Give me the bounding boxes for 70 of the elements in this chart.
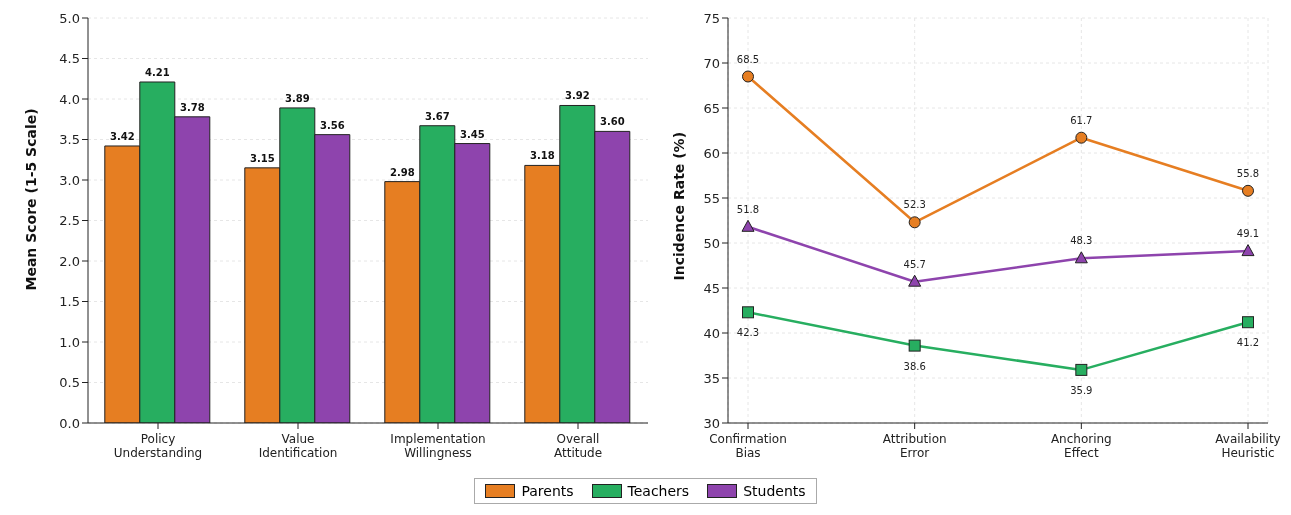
x-tick-label: Anchoring Effect <box>1050 432 1112 460</box>
data-label: 3.45 <box>459 128 485 140</box>
data-label: 3.89 <box>284 92 310 104</box>
y-tick-label: 0.5 <box>59 375 80 391</box>
y-axis-title: Incidence Rate (%) <box>670 131 687 281</box>
y-tick-label: 4.5 <box>59 51 80 67</box>
data-label: 3.42 <box>109 130 135 142</box>
data-label: 2.98 <box>389 166 415 178</box>
data-label: 3.56 <box>319 119 345 131</box>
point <box>1242 316 1254 329</box>
y-tick-label: 70 <box>703 55 720 71</box>
point <box>742 306 754 319</box>
x-tick-label: Value Identification <box>258 432 338 460</box>
data-label: 48.3 <box>1070 235 1093 247</box>
data-label: 51.8 <box>736 203 760 215</box>
point <box>908 274 922 287</box>
data-label: 41.2 <box>1236 337 1260 349</box>
y-tick-label: 65 <box>703 100 720 116</box>
legend-label: Students <box>743 483 806 499</box>
point <box>1241 244 1255 257</box>
data-label: 3.78 <box>179 101 205 113</box>
point <box>741 219 755 232</box>
y-tick-label: 60 <box>703 145 720 161</box>
point <box>742 70 754 83</box>
x-tick-label: Policy Understanding <box>113 432 203 460</box>
point <box>1075 131 1088 144</box>
x-tick-label: Availability Heuristic <box>1215 432 1281 460</box>
y-tick-label: 3.5 <box>59 132 80 148</box>
y-tick-label: 2.0 <box>59 253 80 269</box>
data-label: 38.6 <box>903 360 926 372</box>
x-tick-label: Attribution Error <box>882 432 947 460</box>
x-tick-label: Overall Attitude <box>553 432 603 460</box>
data-label: 3.15 <box>249 152 275 164</box>
x-tick-label: Confirmation Bias <box>709 432 787 460</box>
y-tick-label: 1.5 <box>59 294 80 310</box>
data-label: 3.67 <box>424 110 450 122</box>
data-label: 3.18 <box>529 150 555 162</box>
y-tick-label: 40 <box>703 325 720 341</box>
data-label: 42.3 <box>736 327 760 339</box>
point <box>908 339 921 352</box>
data-label: 49.1 <box>1236 228 1260 240</box>
data-label: 35.9 <box>1070 384 1093 396</box>
y-tick-label: 55 <box>703 190 720 206</box>
data-label: 61.7 <box>1070 114 1093 126</box>
y-tick-label: 1.0 <box>59 334 80 350</box>
data-label: 45.7 <box>903 258 926 270</box>
legend-label: Teachers <box>627 483 690 499</box>
y-tick-label: 45 <box>703 280 720 296</box>
data-label: 4.21 <box>144 66 170 78</box>
x-tick-label: Implementation Willingness <box>390 432 486 460</box>
point <box>1074 251 1088 264</box>
y-tick-label: 75 <box>703 10 720 26</box>
data-label: 68.5 <box>736 53 760 65</box>
data-label: 3.60 <box>599 116 625 128</box>
y-tick-label: 5.0 <box>59 10 80 26</box>
data-label: 55.8 <box>1236 167 1260 179</box>
y-tick-label: 2.5 <box>59 213 80 229</box>
point <box>908 216 921 229</box>
y-tick-label: 50 <box>703 235 720 251</box>
y-axis-title: Mean Score (1-5 Scale) <box>22 108 39 291</box>
y-tick-label: 4.0 <box>59 91 80 107</box>
y-tick-label: 35 <box>703 370 720 386</box>
y-tick-label: 3.0 <box>59 172 80 188</box>
point <box>1242 184 1254 197</box>
point <box>1075 363 1088 376</box>
data-label: 52.3 <box>903 199 926 211</box>
y-tick-label: 0.0 <box>59 415 80 431</box>
legend-label: Parents <box>521 483 574 499</box>
y-tick-label: 30 <box>703 415 720 431</box>
data-label: 3.92 <box>564 90 590 102</box>
